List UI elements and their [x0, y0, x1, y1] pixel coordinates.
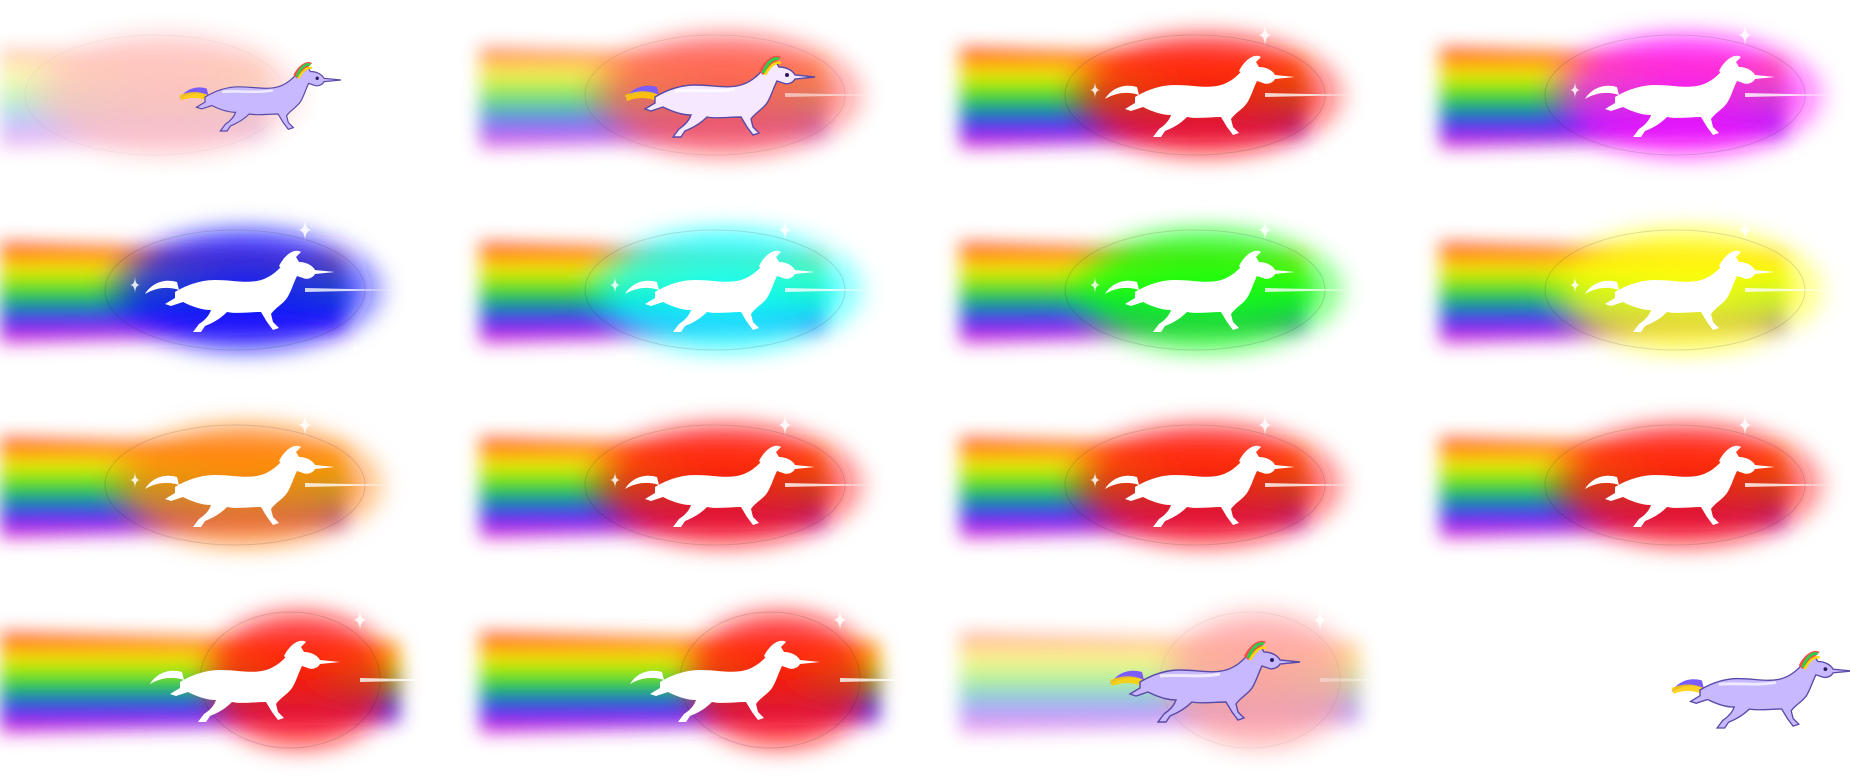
sparkle-icon: [1737, 413, 1753, 437]
sparkle-icon: [884, 730, 896, 750]
sprite-frame-3: [960, 0, 1440, 185]
sparkle-icon: [297, 218, 313, 242]
sprite-frame-4: [1440, 0, 1850, 185]
sparkle-icon: [777, 218, 793, 242]
sparkle-icon: [404, 730, 416, 750]
unicorn-sprite: [1110, 640, 1301, 723]
sprite-frame-12: [1440, 390, 1850, 575]
unicorn-sprite: [150, 640, 340, 722]
sparkle-icon: [1569, 81, 1581, 99]
unicorn-sprite: [1585, 445, 1775, 527]
sparkle-icon: [1569, 276, 1581, 294]
sprite-frame-13: [0, 585, 480, 770]
sparkle-icon: [349, 340, 361, 360]
sparkle-icon: [829, 340, 841, 360]
sparkle-icon: [349, 535, 361, 555]
sprite-frame-11: [960, 390, 1440, 575]
sprite-frame-10: [480, 390, 960, 575]
sprite-frame-9: [0, 390, 480, 575]
sparkle-icon: [1789, 535, 1801, 555]
unicorn-sprite: [1585, 55, 1775, 137]
sparkle-icon: [352, 608, 368, 632]
sparkle-icon: [297, 413, 313, 437]
sprite-frame-1: [0, 0, 480, 185]
sparkle-icon: [1257, 413, 1273, 437]
sparkle-icon: [1312, 608, 1328, 632]
unicorn-sprite: [625, 250, 815, 332]
sprite-frame-14: [480, 585, 960, 770]
sprite-frame-8: [1440, 195, 1850, 380]
sparkle-icon: [1309, 145, 1321, 165]
sprite-frame-6: [480, 195, 960, 380]
unicorn-sprite: [1105, 250, 1295, 332]
glow-aura: [190, 600, 410, 760]
unicorn-sprite: [179, 61, 342, 132]
sparkle-icon: [1089, 81, 1101, 99]
sparkle-icon: [1789, 145, 1801, 165]
sparkle-icon: [129, 471, 141, 489]
sparkle-icon: [609, 471, 621, 489]
sprite-frame-2: [480, 0, 960, 185]
sparkle-icon: [1309, 535, 1321, 555]
sparkle-icon: [1737, 218, 1753, 242]
glow-aura: [15, 23, 315, 167]
glow-aura: [670, 600, 890, 760]
unicorn-sprite: [625, 55, 816, 138]
sparkle-icon: [129, 276, 141, 294]
unicorn-sprite: [630, 640, 820, 722]
sparkle-icon: [1789, 340, 1801, 360]
sparkle-icon: [609, 276, 621, 294]
sprite-frame-15: [960, 585, 1440, 770]
unicorn-sprite: [1585, 250, 1775, 332]
sparkle-icon: [829, 535, 841, 555]
sparkle-icon: [1364, 730, 1376, 750]
sparkle-icon: [832, 608, 848, 632]
unicorn-sprite: [1105, 445, 1295, 527]
sprite-frame-5: [0, 195, 480, 380]
unicorn-sprite: [1105, 55, 1295, 137]
unicorn-sprite: [1671, 650, 1850, 729]
unicorn-sprite: [145, 250, 335, 332]
sparkle-icon: [777, 413, 793, 437]
sparkle-icon: [1737, 23, 1753, 47]
unicorn-sprite: [145, 445, 335, 527]
sprite-frame-7: [960, 195, 1440, 380]
sparkle-icon: [1309, 340, 1321, 360]
sparkle-icon: [1257, 23, 1273, 47]
unicorn-sprite: [625, 445, 815, 527]
sprite-frame-16: [1440, 585, 1850, 770]
sparkle-icon: [1089, 276, 1101, 294]
glow-aura: [1150, 600, 1370, 760]
sparkle-icon: [1089, 471, 1101, 489]
sparkle-icon: [1257, 218, 1273, 242]
